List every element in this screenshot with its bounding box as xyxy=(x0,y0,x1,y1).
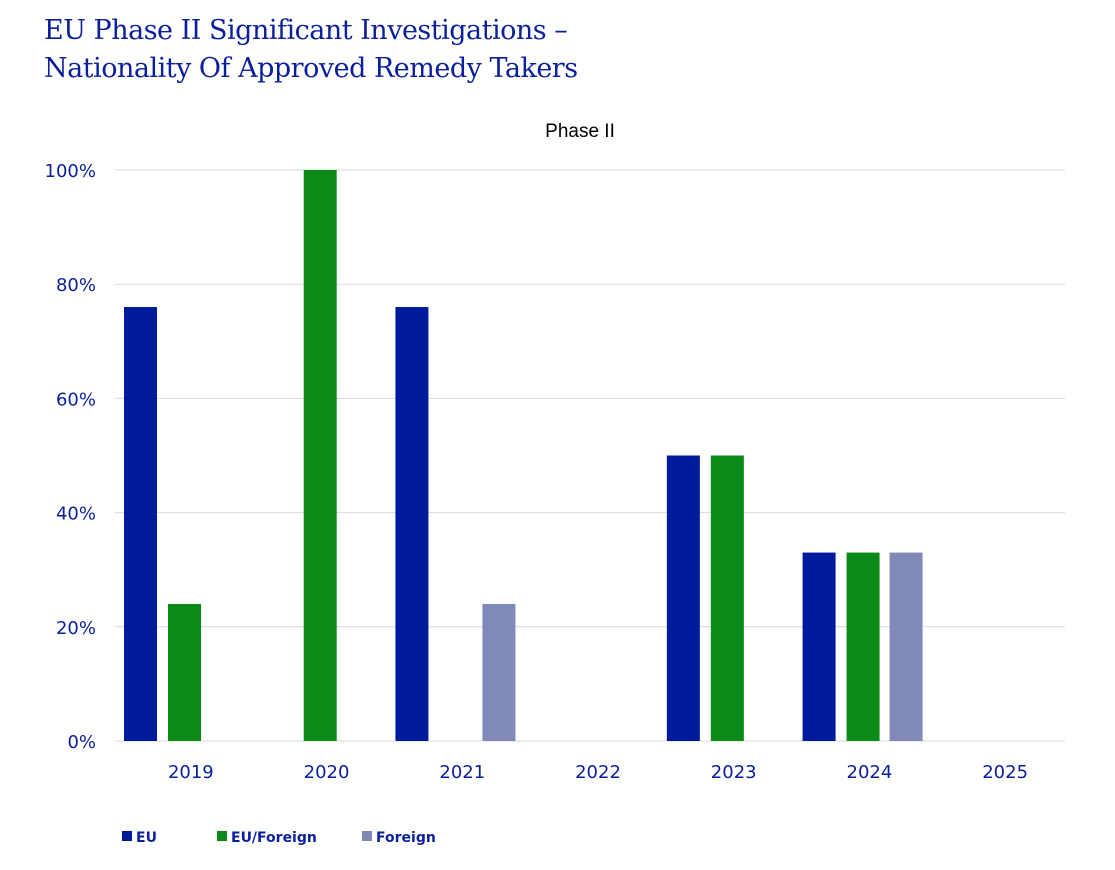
y-tick-label: 0% xyxy=(67,732,96,753)
legend-label: EU/Foreign xyxy=(231,830,317,846)
bar-eu-2023 xyxy=(666,455,700,741)
x-tick-label: 2022 xyxy=(575,762,621,783)
bar-eu-foreign-2020 xyxy=(303,170,337,741)
y-tick-label: 60% xyxy=(56,389,96,410)
legend-label: Foreign xyxy=(376,830,436,846)
legend-label: EU xyxy=(136,830,157,846)
title-line-2: Nationality Of Approved Remedy Takers xyxy=(44,53,578,84)
chart-subtitle: Phase II xyxy=(545,121,615,142)
legend-swatch-eu xyxy=(122,831,132,841)
bar-eu-2019 xyxy=(124,307,157,741)
x-tick-label: 2019 xyxy=(168,762,214,783)
y-tick-label: 100% xyxy=(45,161,96,182)
bar-eu-foreign-2024 xyxy=(846,552,880,741)
x-tick-label: 2023 xyxy=(711,762,757,783)
legend-swatch-foreign xyxy=(362,831,372,841)
bar-foreign-2024 xyxy=(889,552,923,741)
bar-eu-foreign-2019 xyxy=(168,603,201,741)
bar-eu-foreign-2023 xyxy=(710,455,744,741)
x-tick-label: 2025 xyxy=(982,762,1028,783)
bar-eu-2021 xyxy=(395,307,429,741)
y-tick-label: 80% xyxy=(56,275,96,296)
x-tick-label: 2020 xyxy=(304,762,350,783)
chart-title: EU Phase II Significant Investigations –… xyxy=(44,12,578,88)
y-tick-label: 20% xyxy=(56,618,96,639)
x-tick-label: 2024 xyxy=(847,762,893,783)
bar-foreign-2021 xyxy=(482,603,516,741)
x-tick-label: 2021 xyxy=(439,762,485,783)
bar-eu-2024 xyxy=(802,552,836,741)
title-line-1: EU Phase II Significant Investigations – xyxy=(44,15,568,46)
legend-swatch-eu-foreign xyxy=(217,831,227,841)
y-tick-label: 40% xyxy=(56,504,96,525)
